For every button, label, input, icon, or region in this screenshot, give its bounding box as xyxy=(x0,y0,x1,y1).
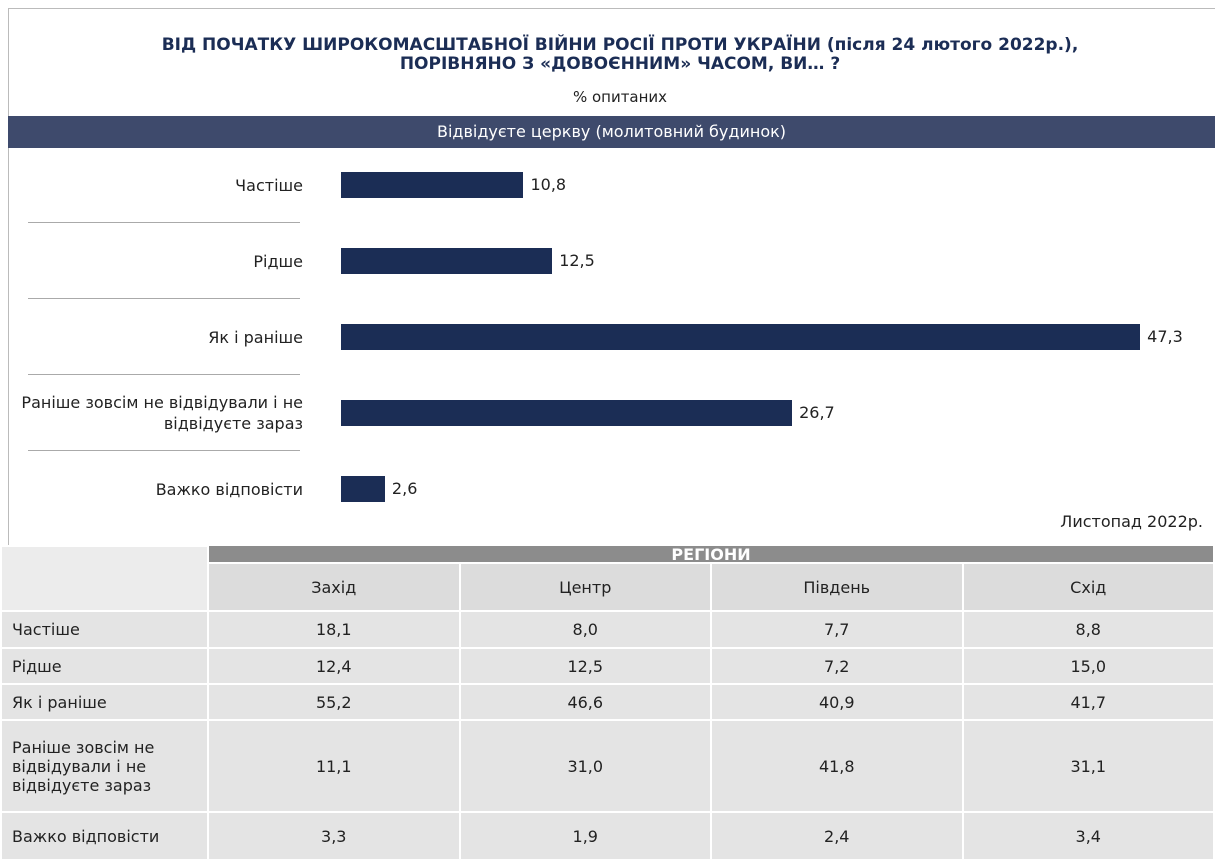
cell: 12,4 xyxy=(207,647,461,685)
header-row: Захід Центр Південь Схід xyxy=(1,562,1215,612)
cell: 7,7 xyxy=(710,610,964,649)
chart-title: ВІД ПОЧАТКУ ШИРОКОМАСШТАБНОЇ ВІЙНИ РОСІЇ… xyxy=(161,35,1079,55)
frame-line xyxy=(8,8,9,545)
chart-title: ПОРІВНЯНО З «ДОВОЄННИМ» ЧАСОМ, ВИ… ? xyxy=(399,54,841,74)
value-label: 47,3 xyxy=(1147,327,1183,346)
cell: 46,6 xyxy=(458,683,712,721)
panel-title: Відвідуєте церкву (молитовний будинок) xyxy=(8,116,1215,148)
bar xyxy=(341,324,1141,350)
column-header: Центр xyxy=(458,562,712,612)
category-label: Як і раніше xyxy=(208,327,303,347)
category-label: Частіше xyxy=(235,175,303,195)
cell: 8,0 xyxy=(458,610,712,649)
category-label: Рідше xyxy=(253,251,303,271)
cell: 18,1 xyxy=(207,610,461,649)
cell: 55,2 xyxy=(207,683,461,721)
bar xyxy=(341,248,553,274)
frame-line xyxy=(8,8,1215,9)
cell: 15,0 xyxy=(961,647,1215,685)
bar xyxy=(341,400,793,426)
value-label: 2,6 xyxy=(391,479,418,498)
cell: 31,1 xyxy=(961,719,1215,813)
bar xyxy=(341,476,385,502)
row-label: Раніше зовсім не відвідували і не відвід… xyxy=(0,719,209,813)
table-row: Рідше 12,4 12,5 7,2 15,0 xyxy=(0,647,1215,685)
column-header: Схід xyxy=(961,562,1215,612)
cell: 12,5 xyxy=(458,647,712,685)
cell: 31,0 xyxy=(458,719,712,813)
table-row: Важко відповісти 3,3 1,9 2,4 3,4 xyxy=(0,811,1215,861)
note: Листопад 2022р. xyxy=(1060,512,1203,531)
cell: 41,8 xyxy=(710,719,964,813)
cell: 8,8 xyxy=(961,610,1215,649)
table-row: Як і раніше 55,2 46,6 40,9 41,7 xyxy=(0,683,1215,721)
cell: 3,3 xyxy=(207,811,461,861)
separator xyxy=(28,298,300,299)
cell: 41,7 xyxy=(961,683,1215,721)
column-header: Захід xyxy=(207,562,461,612)
cell: 1,9 xyxy=(458,811,712,861)
corner-cell xyxy=(0,545,209,612)
value-label: 12,5 xyxy=(559,251,595,270)
cell: 40,9 xyxy=(710,683,964,721)
column-header: Південь xyxy=(710,562,964,612)
row-label: Важко відповісти xyxy=(0,811,209,861)
separator xyxy=(28,374,300,375)
row-label: Частіше xyxy=(0,610,209,649)
category-label: Важко відповісти xyxy=(155,479,303,499)
subtitle: % опитаних xyxy=(572,88,668,106)
table-row: Раніше зовсім не відвідували і не відвід… xyxy=(0,719,1215,813)
row-label: Як і раніше xyxy=(0,683,209,721)
value-label: 26,7 xyxy=(799,403,835,422)
bar xyxy=(341,172,524,198)
cell: 2,4 xyxy=(710,811,964,861)
cell: 3,4 xyxy=(961,811,1215,861)
table: РЕГІОНИ Захід Центр Південь Схід Частіше 18,1 8… xyxy=(0,545,1215,861)
separator xyxy=(28,222,300,223)
category-label: Раніше зовсім не відвідували і не відвід… xyxy=(21,393,303,433)
value-label: 10,8 xyxy=(530,175,567,194)
cell: 11,1 xyxy=(207,719,461,813)
cell: 7,2 xyxy=(710,647,964,685)
group-header: РЕГІОНИ xyxy=(207,546,1215,564)
separator xyxy=(28,450,300,451)
table-row: Частіше 18,1 8,0 7,7 8,8 xyxy=(0,610,1215,649)
header-row: РЕГІОНИ xyxy=(0,545,1215,612)
row-label: Рідше xyxy=(0,647,209,685)
